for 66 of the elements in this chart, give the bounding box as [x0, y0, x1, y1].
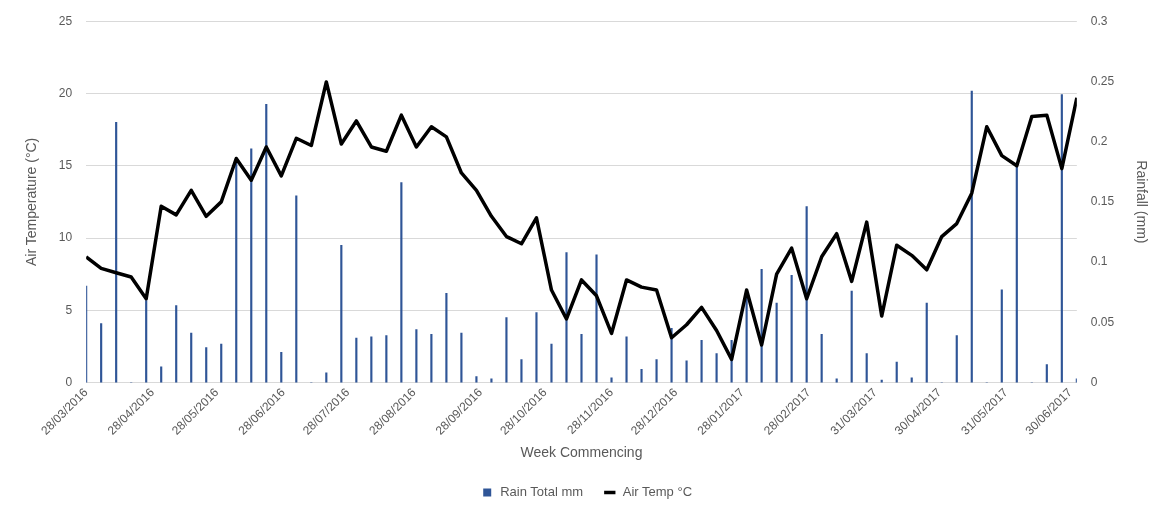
bar — [595, 254, 598, 383]
bar — [190, 332, 193, 383]
bar — [775, 302, 778, 383]
bar — [250, 148, 253, 383]
bar — [340, 244, 343, 383]
bar — [640, 368, 643, 383]
bar — [235, 163, 238, 383]
x-axis-title: Week Commencing — [520, 444, 643, 461]
y-tick-label: 20 — [58, 85, 73, 100]
bar — [490, 378, 493, 383]
bar — [655, 359, 658, 383]
bar — [205, 347, 208, 383]
bar — [385, 335, 388, 383]
bar — [280, 352, 283, 383]
y2-tick-label: 0.2 — [1090, 133, 1108, 148]
bar — [550, 343, 553, 383]
y-tick-label: 0 — [65, 374, 73, 389]
bar — [610, 377, 613, 383]
y2-tick-label: 0 — [1090, 374, 1098, 389]
bar — [925, 302, 928, 383]
legend-label: Air Temp °C — [622, 484, 693, 500]
bar — [520, 359, 523, 383]
bar — [370, 336, 373, 383]
bar — [850, 290, 853, 383]
bar — [715, 353, 718, 383]
bar — [565, 252, 568, 383]
bar — [700, 340, 703, 383]
bar — [220, 343, 223, 383]
bar — [175, 305, 178, 383]
bar — [820, 334, 823, 383]
bar — [505, 317, 508, 383]
bar — [475, 376, 478, 383]
bar — [355, 337, 358, 383]
bar — [145, 300, 148, 383]
bar — [955, 335, 958, 383]
bar — [625, 336, 628, 383]
y2-tick-label: 0.25 — [1090, 73, 1115, 88]
y2-tick-label: 0.1 — [1090, 254, 1108, 269]
bar — [1015, 165, 1018, 383]
bar — [265, 103, 268, 383]
bar — [460, 332, 463, 383]
bar — [115, 122, 118, 383]
bar — [910, 377, 913, 383]
bar — [445, 293, 448, 383]
y-tick-label: 25 — [58, 13, 73, 28]
bar — [790, 275, 793, 383]
y-axis-title: Air Temperature (°C) — [23, 137, 40, 267]
y-tick-label: 10 — [58, 230, 73, 245]
bar — [535, 312, 538, 383]
bar — [1000, 289, 1003, 383]
y-tick-label: 15 — [58, 158, 73, 173]
bar — [580, 334, 583, 383]
bar — [295, 195, 298, 383]
bar — [865, 353, 868, 383]
y2-axis-title: Rainfall (mm) — [1133, 160, 1150, 244]
bar — [415, 329, 418, 383]
y2-tick-label: 0.3 — [1090, 13, 1108, 28]
bar — [400, 182, 403, 383]
y-tick-label: 5 — [65, 302, 73, 317]
bar — [685, 360, 688, 383]
y2-tick-label: 0.05 — [1090, 314, 1115, 329]
bar — [100, 323, 103, 383]
legend-label: Rain Total mm — [500, 484, 584, 500]
y2-tick-label: 0.15 — [1090, 194, 1115, 209]
bar — [430, 334, 433, 383]
bar — [1045, 364, 1048, 383]
